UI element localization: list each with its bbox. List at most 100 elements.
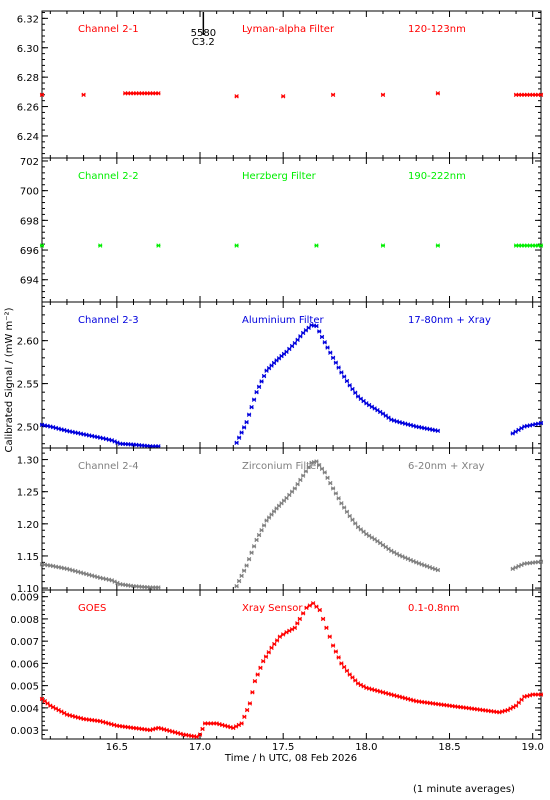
data-point	[347, 513, 352, 519]
data-point	[244, 707, 250, 713]
panel-2: 694 696 698 700 702 Channel 2-2 Herzberg Filte…	[20, 157, 544, 303]
data-point	[435, 243, 441, 248]
panel-channel-label: GOES	[78, 603, 106, 614]
panel-filter-label: Zirconium Filter	[242, 461, 321, 472]
panel-3: 2.50 2.55 2.60 Channel 2-3 Aluminium Filter 1…	[17, 301, 544, 449]
data-point	[277, 634, 283, 639]
y-tick-label: 6.28	[17, 73, 39, 84]
data-point	[292, 486, 298, 491]
series-points	[39, 91, 544, 99]
data-point	[156, 243, 161, 248]
data-point	[347, 383, 352, 388]
y-tick-label: 1.20	[17, 520, 39, 531]
y-tick-label: 2.50	[17, 423, 39, 434]
panel-frame	[41, 589, 542, 740]
y-tick-label: 700	[20, 187, 39, 198]
data-point	[246, 556, 252, 562]
data-point	[298, 477, 303, 483]
data-point	[259, 379, 264, 384]
y-tick-label: 0.004	[10, 704, 39, 715]
data-point	[380, 243, 386, 248]
data-point	[350, 386, 355, 392]
data-point	[306, 464, 311, 470]
data-point	[81, 92, 86, 97]
data-point	[295, 337, 300, 342]
data-point	[300, 611, 306, 616]
data-point	[322, 470, 327, 475]
x-tick-label: 19.0	[522, 742, 544, 753]
data-point	[256, 384, 262, 389]
data-point	[325, 475, 330, 480]
data-point	[314, 323, 319, 329]
data-point	[239, 721, 244, 726]
data-point	[292, 625, 298, 630]
data-point	[350, 517, 355, 522]
y-tick-label: 6.32	[17, 14, 39, 25]
data-point	[280, 94, 286, 99]
data-point	[336, 365, 341, 370]
chart-panels: 6.24 6.26 6.28 6.30 6.32 Channel 2-1 Lyman-alp…	[10, 10, 544, 753]
data-point	[194, 734, 199, 739]
series-points	[39, 322, 544, 449]
y-tick-label: 0.003	[10, 726, 39, 737]
data-point	[339, 370, 344, 375]
data-point	[317, 607, 322, 613]
data-point	[333, 491, 339, 496]
panel-channel-label: Channel 2-3	[78, 315, 139, 326]
data-point	[254, 537, 259, 543]
data-point	[314, 243, 319, 248]
y-tick-label: 1.30	[17, 456, 39, 467]
data-point	[261, 658, 266, 664]
data-point	[344, 509, 350, 515]
panel-band-label: 190-222nm	[408, 171, 466, 182]
data-point	[236, 578, 242, 584]
data-point	[314, 604, 319, 609]
data-point	[234, 583, 239, 589]
data-point	[272, 641, 277, 647]
data-point	[234, 243, 239, 248]
panel-band-label: 6-20nm + Xray	[408, 461, 485, 472]
series-points	[39, 243, 544, 248]
data-point	[156, 444, 161, 449]
data-point	[39, 92, 45, 97]
data-point	[380, 92, 386, 97]
y-axis-label: Calibrated Signal / (mW m⁻²)	[4, 307, 15, 452]
data-point	[538, 92, 544, 97]
panel-filter-label: Aluminium Filter	[242, 315, 325, 326]
data-point	[324, 625, 329, 630]
data-point	[330, 355, 336, 361]
y-tick-label: 702	[20, 157, 39, 168]
data-point	[538, 243, 544, 248]
data-point	[319, 466, 325, 471]
x-tick-label: 18.0	[355, 742, 377, 753]
data-point	[258, 665, 263, 671]
event-marker-label-top: 5580	[191, 28, 216, 39]
data-point	[336, 496, 341, 501]
data-point	[317, 462, 322, 468]
panel-4: 1.10 1.15 1.20 1.25 1.30 Channel 2-4 Zirconium…	[17, 447, 544, 595]
series-points	[39, 601, 544, 739]
data-point	[325, 345, 330, 350]
data-point	[327, 634, 332, 639]
data-point	[263, 654, 269, 659]
y-tick-label: 2.60	[17, 337, 39, 348]
data-point	[330, 643, 336, 648]
data-point	[241, 568, 247, 573]
data-point	[98, 243, 103, 248]
x-tick-label: 18.5	[438, 742, 460, 753]
data-point	[344, 378, 350, 384]
data-point	[538, 420, 544, 426]
data-point	[295, 621, 300, 626]
event-marker-label-bottom: C3.2	[192, 37, 215, 48]
data-point	[269, 645, 274, 651]
y-tick-label: 696	[20, 246, 39, 257]
data-point	[298, 334, 303, 339]
data-point	[303, 469, 309, 474]
y-tick-label: 6.30	[17, 44, 39, 55]
data-point	[344, 668, 350, 673]
data-point	[236, 435, 242, 440]
data-point	[353, 521, 358, 526]
data-point	[197, 732, 203, 737]
data-point	[314, 459, 319, 464]
